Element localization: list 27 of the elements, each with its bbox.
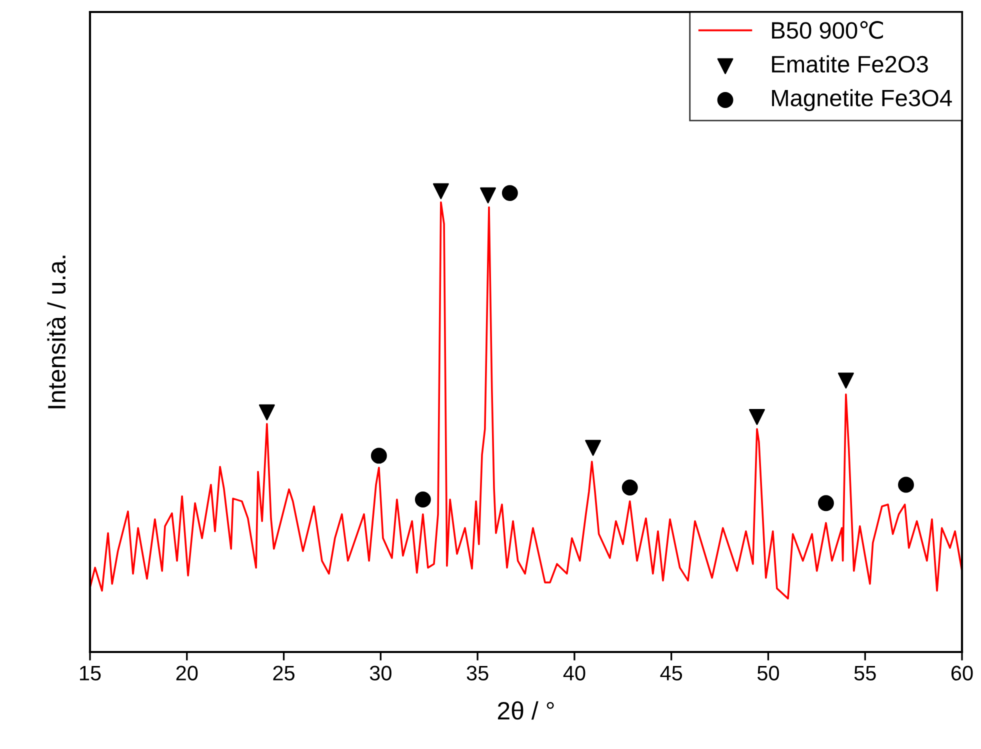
point: [585, 440, 602, 456]
point: [258, 404, 275, 420]
legend-label: Ematite Fe2O3: [772, 55, 928, 73]
x-tick-label: 40: [563, 666, 586, 680]
x-tick-label: 45: [660, 666, 682, 680]
y-axis-title: Intensità / u.a.: [46, 256, 66, 408]
legend-label: Magnetite Fe3O4: [772, 89, 952, 112]
legend-label: B50 900℃: [772, 21, 883, 39]
x-tick-label: 60: [951, 666, 973, 680]
point: [480, 187, 496, 204]
x-axis-title: 2θ / °: [498, 701, 554, 720]
point: [749, 409, 765, 425]
x-tick-label: 50: [757, 666, 779, 680]
point: [838, 372, 854, 389]
point: [622, 480, 638, 496]
point: [818, 495, 834, 512]
point: [432, 183, 449, 200]
x-tick-label: 35: [466, 666, 488, 680]
x-tick-label: 30: [370, 666, 392, 680]
x-tick-label: 25: [273, 666, 294, 680]
x-tick-label: 20: [176, 666, 198, 680]
point: [414, 491, 431, 508]
point: [370, 448, 387, 464]
x-tick-label: 55: [854, 666, 876, 680]
x-tick-label: 15: [80, 666, 101, 680]
point: [898, 476, 914, 493]
point: [502, 185, 518, 202]
